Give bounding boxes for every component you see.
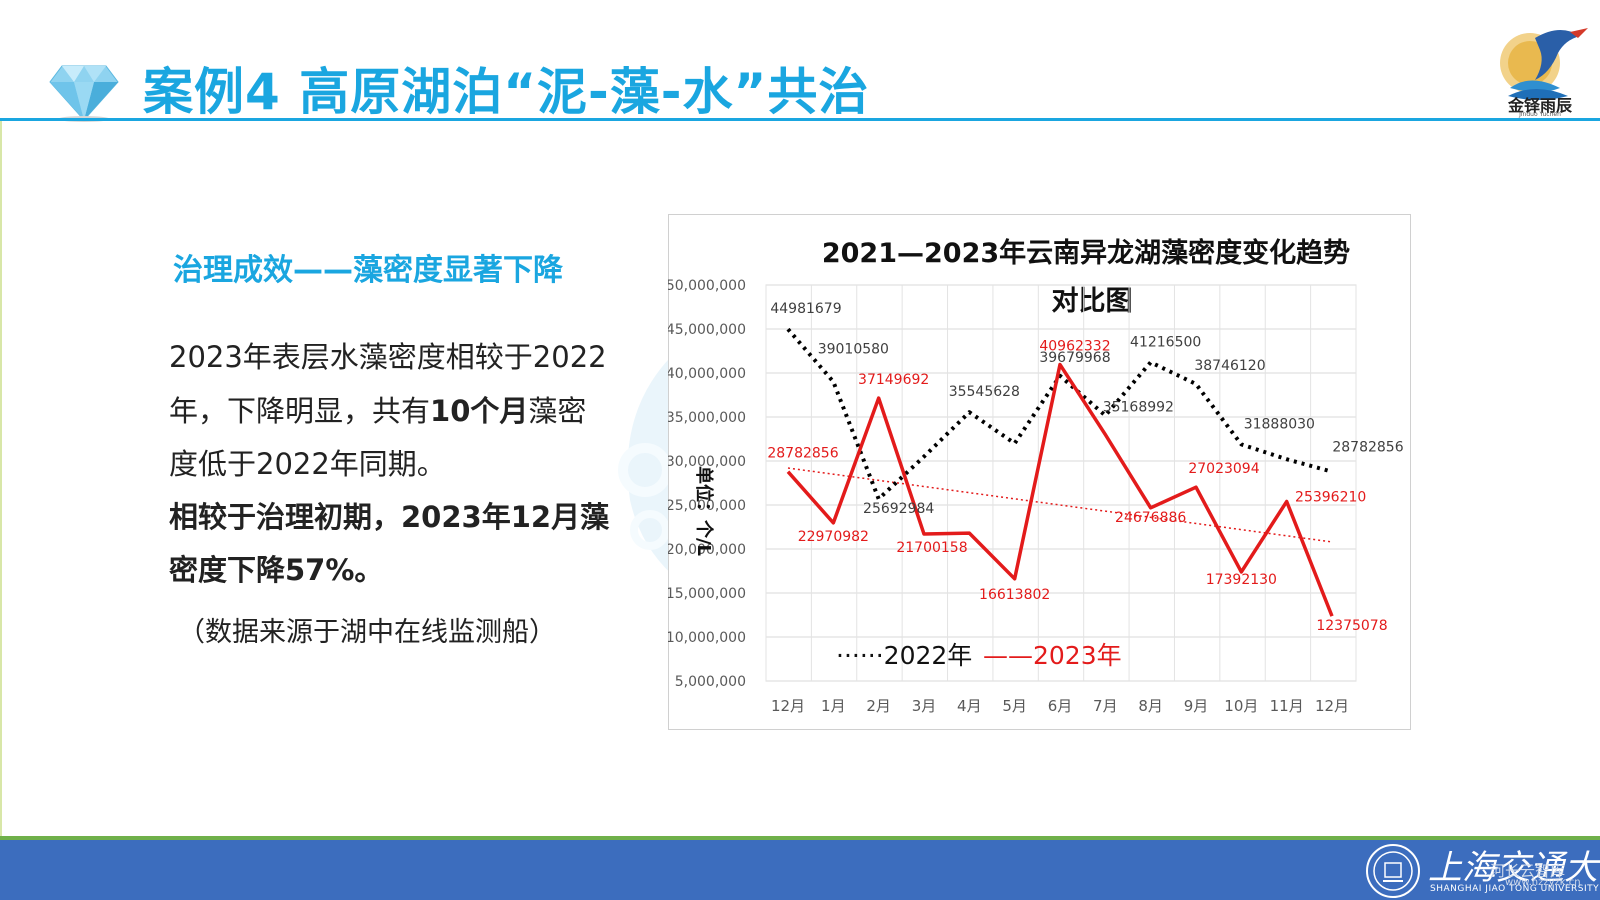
data-label: 24676886	[1115, 510, 1186, 526]
chart-grid	[765, 284, 1357, 682]
y-tick-label: 20,000,000	[668, 542, 746, 558]
x-tick-label: 4月	[957, 697, 982, 715]
logo-text: 金铎雨辰	[1507, 96, 1572, 115]
x-tick-label: 3月	[912, 697, 937, 715]
series-line-2023年	[786, 362, 1334, 617]
university-name-en: SHANGHAI JIAO TONG UNIVERSITY	[1430, 884, 1600, 894]
y-tick-label: 40,000,000	[668, 366, 746, 382]
data-label: 25692984	[863, 501, 934, 517]
data-label: 41216500	[1130, 334, 1201, 350]
trendline-2023	[787, 467, 1333, 543]
x-tick-label: 1月	[821, 697, 846, 715]
data-label: 16613802	[979, 587, 1050, 603]
x-tick-label: 11月	[1270, 697, 1304, 715]
y-tick-label: 50,000,000	[668, 278, 746, 294]
data-label: 21700158	[896, 540, 967, 556]
data-label: 31888030	[1244, 416, 1315, 432]
data-label: 28782856	[767, 446, 838, 462]
logo-subtext: Jinduo Yuchen	[1519, 111, 1561, 118]
dragon-logo-icon	[1500, 28, 1588, 100]
data-label: 27023094	[1188, 461, 1259, 477]
x-tick-label: 5月	[1002, 697, 1027, 715]
x-tick-label: 8月	[1138, 697, 1163, 715]
data-label: 25396210	[1295, 490, 1366, 506]
x-tick-label: 12月	[771, 697, 805, 715]
data-label: 40962332	[1039, 339, 1110, 355]
chart-series	[786, 327, 1334, 617]
data-label: 28782856	[1332, 440, 1403, 456]
y-tick-label: 35,000,000	[668, 410, 746, 426]
title-underline	[0, 118, 1600, 121]
section-subtitle: 治理成效——藻密度显著下降	[173, 253, 563, 288]
page-title: 案例4 高原湖泊“泥-藻-水”共治	[143, 63, 870, 121]
x-tick-label: 10月	[1224, 697, 1258, 715]
chart-frame	[668, 214, 1411, 730]
x-axis-ticks: 12月 1月 2月 3月 4月 5月 6月 7月 8月 9月 10月 11月 12月	[771, 697, 1349, 715]
watermark-url: www.hzzyzk.cn	[1505, 877, 1581, 888]
footer-bar	[0, 840, 1600, 900]
x-tick-label: 9月	[1184, 697, 1209, 715]
paragraph-line-5: 密度下降57%。	[169, 553, 384, 587]
paragraph-line-3: 度低于2022年同期。	[169, 447, 446, 481]
x-tick-label: 7月	[1093, 697, 1118, 715]
data-label: 22970982	[798, 529, 869, 545]
y-tick-label: 15,000,000	[668, 586, 746, 602]
data-label: 35545628	[949, 384, 1020, 400]
diamond-icon	[49, 65, 119, 122]
data-label: 37149692	[858, 372, 929, 388]
x-tick-label: 2月	[866, 697, 891, 715]
data-label: 17392130	[1206, 572, 1277, 588]
data-label: 12375078	[1316, 618, 1387, 634]
y-tick-label: 5,000,000	[675, 674, 746, 690]
series-line-2022年	[786, 327, 1333, 501]
data-source-note: （数据来源于湖中在线监测船）	[178, 617, 556, 648]
chart-title-line-2: 对比图	[1052, 286, 1133, 317]
legend-2022: ······2022年	[836, 641, 972, 670]
footer-accent-line	[0, 836, 1600, 840]
y-tick-label: 10,000,000	[668, 630, 746, 646]
x-tick-label: 12月	[1315, 697, 1349, 715]
watermark-text: 河长云智库	[1490, 862, 1566, 880]
x-tick-label: 6月	[1048, 697, 1073, 715]
paragraph-line-1: 2023年表层水藻密度相较于2022	[169, 340, 607, 374]
paragraph-line-2: 年，下降明显，共有10个月藻密	[169, 394, 587, 428]
data-label: 39679968	[1039, 350, 1110, 366]
title-bar: 案例4 高原湖泊“泥-藻-水”共治 金铎雨辰 Jinduo Yuchen	[0, 0, 1600, 125]
left-edge-line	[0, 121, 2, 841]
data-label: 35168992	[1103, 400, 1174, 416]
y-tick-label: 30,000,000	[668, 454, 746, 470]
chart-title-line-1: 2021—2023年云南异龙湖藻密度变化趋势	[822, 237, 1350, 269]
y-axis-label: 单位：个/L	[693, 466, 715, 556]
y-tick-label: 45,000,000	[668, 322, 746, 338]
data-label: 38746120	[1194, 358, 1265, 374]
legend-2023: ——2023年	[983, 641, 1122, 670]
data-labels: 44981679 39010580 25692984 35545628 39679968…	[767, 301, 1403, 634]
algae-density-chart: 2021—2023年云南异龙湖藻密度变化趋势 对比图 5,000,000 10,0…	[668, 214, 1411, 730]
y-axis-ticks: 5,000,000 10,000,000 15,000,000 20,000,000 2…	[668, 278, 746, 690]
y-tick-label: 25,000,000	[668, 498, 746, 514]
university-seal-icon	[1366, 844, 1420, 898]
paragraph-line-4: 相较于治理初期，2023年12月藻	[169, 500, 610, 534]
data-label: 39010580	[818, 342, 889, 358]
data-label: 44981679	[770, 301, 841, 317]
university-name: 上海交通大学	[1428, 848, 1600, 888]
trend-line	[787, 467, 1333, 543]
